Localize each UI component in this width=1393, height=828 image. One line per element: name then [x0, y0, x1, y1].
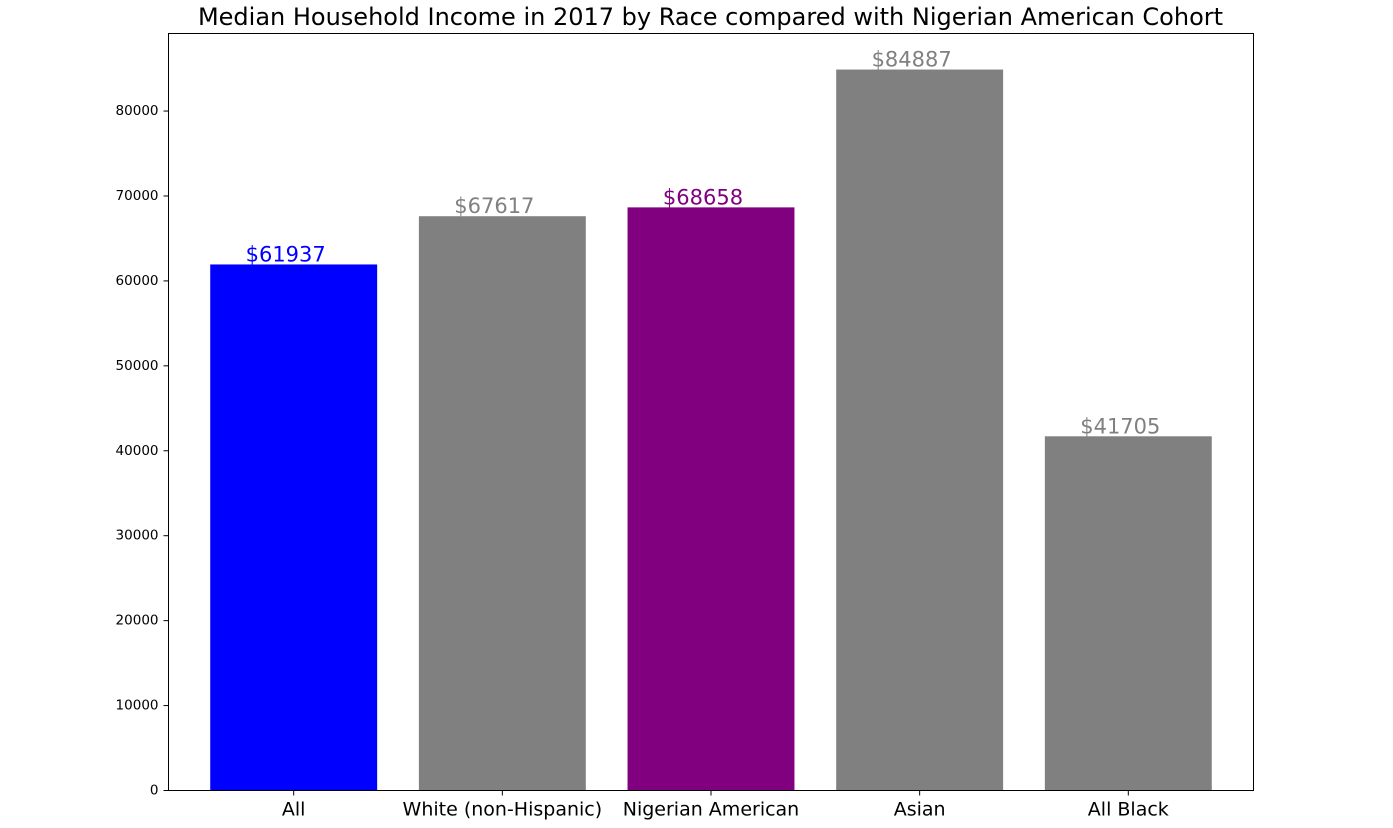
data-label: $84887 — [872, 48, 952, 72]
data-labels: $61937 $67617 $68658 $84887 $41705 — [246, 48, 1161, 439]
chart-title: Median Household Income in 2017 by Race … — [198, 3, 1223, 31]
y-tick-label: 50000 — [116, 358, 159, 374]
bar-white-non-hispanic — [418, 216, 586, 791]
data-label: $67617 — [454, 194, 534, 218]
y-tick-label: 70000 — [116, 188, 159, 204]
bar-asian — [836, 69, 1004, 791]
bar-nigerian-american — [627, 207, 795, 791]
x-tick-label: Nigerian American — [623, 799, 799, 821]
bar-all — [210, 264, 378, 791]
plot-area-frame — [168, 33, 1254, 791]
data-label: $41705 — [1080, 414, 1160, 438]
y-tick-label: 80000 — [116, 103, 159, 119]
y-tick-label: 20000 — [116, 613, 159, 629]
data-label: $61937 — [246, 242, 326, 266]
y-tick-label: 0 — [150, 783, 159, 799]
data-label: $68658 — [663, 185, 743, 209]
y-tick-label: 60000 — [116, 273, 159, 289]
x-axis: All White (non-Hispanic) Nigerian American… — [282, 790, 1169, 821]
x-tick-label: Asian — [894, 799, 946, 821]
x-tick-label: All — [282, 799, 306, 821]
x-tick-label: White (non-Hispanic) — [403, 799, 603, 821]
y-tick-label: 30000 — [116, 528, 159, 544]
y-tick-label: 40000 — [116, 443, 159, 459]
y-axis: 0 10000 20000 30000 40000 50000 60000 70000 8000… — [116, 103, 169, 799]
bar-all-black — [1044, 436, 1212, 791]
x-tick-label: All Black — [1088, 799, 1169, 821]
bars — [210, 69, 1212, 791]
y-tick-label: 10000 — [116, 698, 159, 714]
